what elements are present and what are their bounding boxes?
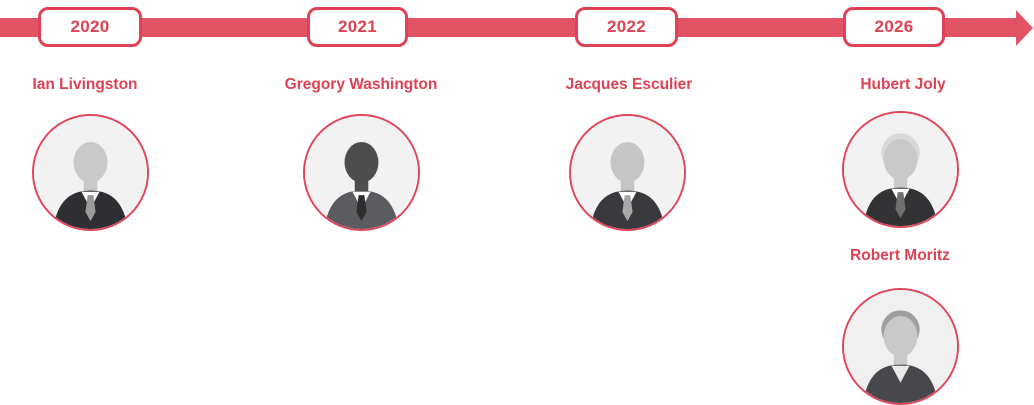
person-name-ian-livingston: Ian Livingston xyxy=(32,76,138,93)
year-badge-2021: 2021 xyxy=(307,7,408,47)
year-label: 2020 xyxy=(70,17,110,36)
portrait-photo-icon xyxy=(305,116,418,229)
year-label: 2022 xyxy=(606,17,647,36)
avatar-jacques-esculier xyxy=(569,114,686,231)
timeline-bar xyxy=(0,18,1018,37)
person-name-gregory-washington: Gregory Washington xyxy=(284,76,438,93)
year-badge-2026: 2026 xyxy=(843,7,945,47)
avatar-ian-livingston xyxy=(32,114,149,231)
year-label: 2021 xyxy=(337,17,378,36)
portrait-photo-icon xyxy=(571,116,684,229)
portrait-photo-icon xyxy=(844,290,957,403)
year-badge-2020: 2020 xyxy=(38,7,142,47)
avatar-robert-moritz xyxy=(842,288,959,405)
year-label: 2026 xyxy=(874,17,914,36)
person-name-jacques-esculier: Jacques Esculier xyxy=(565,76,693,93)
avatar-gregory-washington xyxy=(303,114,420,231)
portrait-photo-icon xyxy=(844,113,957,226)
year-badge-2022: 2022 xyxy=(575,7,678,47)
person-name-robert-moritz: Robert Moritz xyxy=(850,247,950,264)
timeline-arrow-icon xyxy=(1016,10,1033,46)
person-name-hubert-joly: Hubert Joly xyxy=(860,76,946,93)
portrait-photo-icon xyxy=(34,116,147,229)
avatar-hubert-joly xyxy=(842,111,959,228)
